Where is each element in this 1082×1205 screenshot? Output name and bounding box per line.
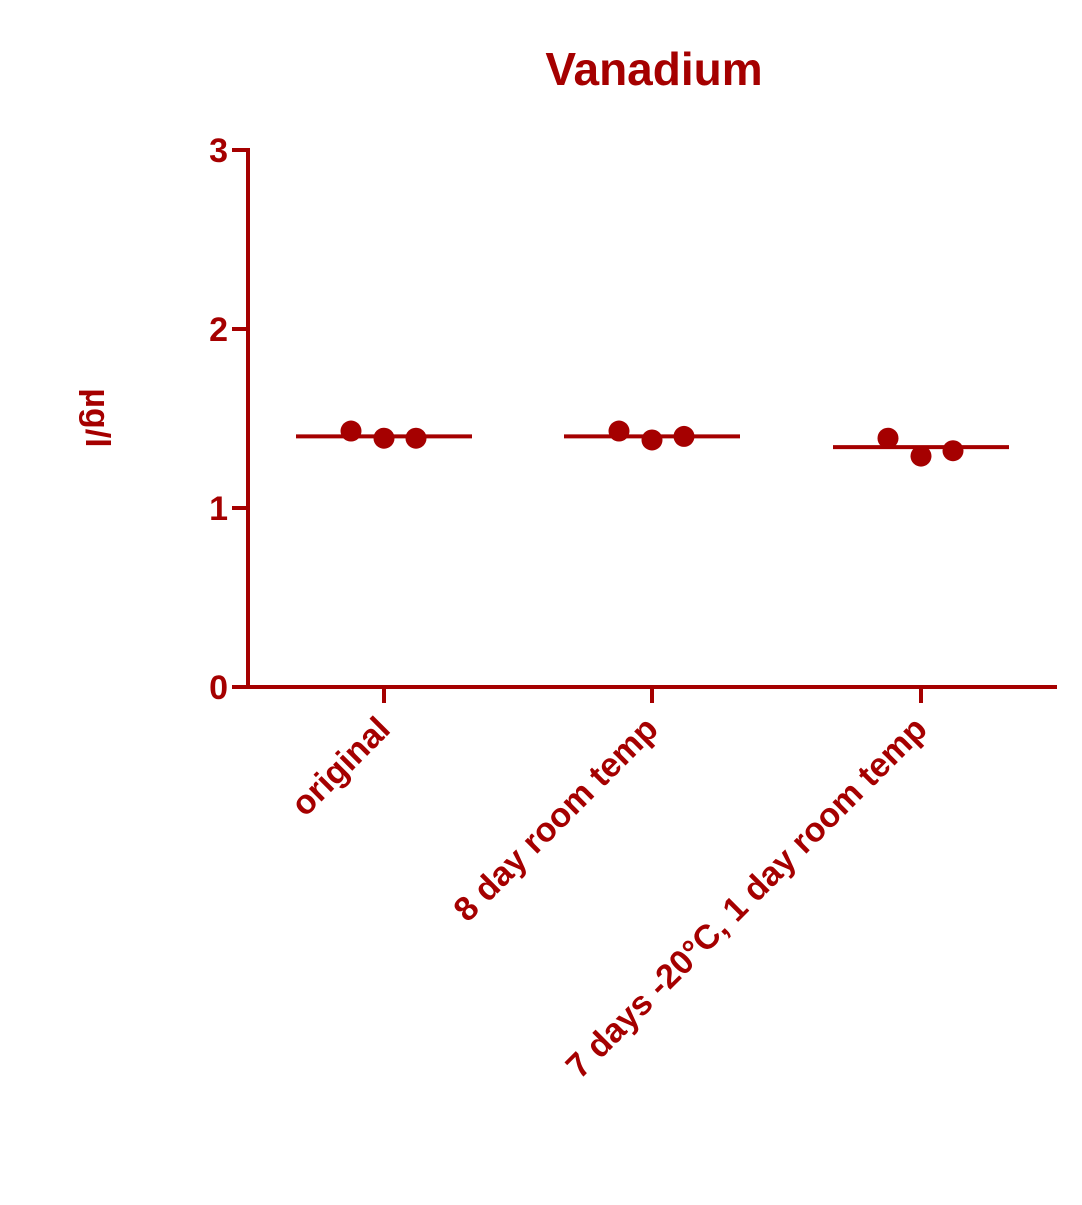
y-tick-label: 2	[209, 311, 228, 349]
data-point	[373, 427, 395, 449]
x-tick-label: 8 day room temp	[446, 710, 665, 929]
data-point	[673, 425, 695, 447]
y-tick-label: 1	[209, 490, 228, 528]
x-tick-label: original	[284, 710, 398, 824]
y-axis-label: µg/l	[78, 388, 116, 447]
y-tick-label: 3	[209, 132, 228, 170]
data-point	[608, 420, 630, 442]
data-point	[910, 445, 932, 467]
data-point	[877, 427, 899, 449]
data-point	[340, 420, 362, 442]
chart-title: Vanadium	[545, 43, 762, 95]
data-point	[942, 440, 964, 462]
y-tick-label: 0	[209, 669, 228, 707]
data-point	[641, 429, 663, 451]
data-point	[405, 427, 427, 449]
